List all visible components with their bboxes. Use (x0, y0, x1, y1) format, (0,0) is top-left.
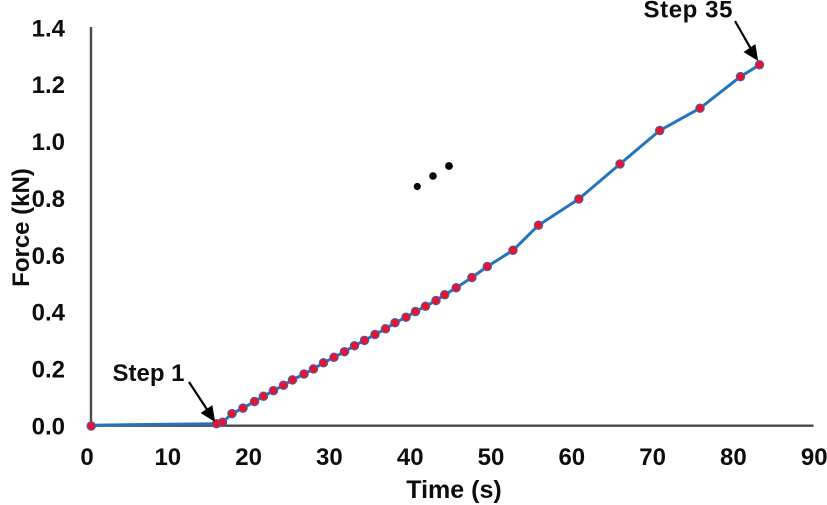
svg-text:Time (s): Time (s) (406, 476, 501, 504)
svg-text:0.4: 0.4 (32, 300, 66, 327)
svg-text:1.0: 1.0 (32, 129, 65, 156)
svg-text:20: 20 (235, 444, 262, 471)
svg-text:Force (kN): Force (kN) (8, 168, 35, 287)
svg-text:Step 1: Step 1 (113, 360, 185, 387)
svg-text:50: 50 (478, 444, 505, 471)
svg-text:10: 10 (154, 444, 181, 471)
svg-text:0.6: 0.6 (32, 243, 65, 270)
svg-text:60: 60 (558, 444, 585, 471)
svg-text:Step 35: Step 35 (644, 0, 734, 24)
svg-text:30: 30 (316, 444, 343, 471)
svg-text:80: 80 (720, 444, 747, 471)
svg-text:0.2: 0.2 (32, 357, 65, 384)
svg-text:90: 90 (801, 444, 827, 471)
svg-text:0.8: 0.8 (32, 186, 65, 213)
svg-text:1.4: 1.4 (32, 15, 66, 42)
svg-text:70: 70 (639, 444, 666, 471)
svg-text:0: 0 (80, 444, 93, 471)
svg-text:1.2: 1.2 (32, 72, 65, 99)
svg-text:40: 40 (397, 444, 424, 471)
svg-text:0.0: 0.0 (32, 413, 65, 440)
